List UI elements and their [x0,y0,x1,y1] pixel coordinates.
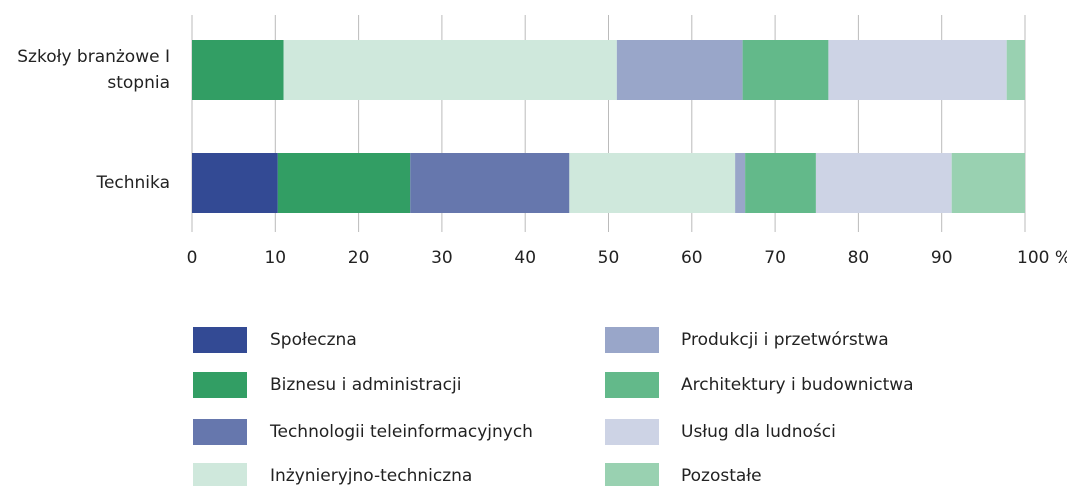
y-tick-label: Szkoły branżowe I stopnia [17,47,170,93]
legend-swatch [193,419,247,445]
legend-swatch [605,463,659,486]
legend-swatch [193,372,247,398]
bar-segment [745,153,816,213]
bar-segment [735,153,746,213]
bar-segment [192,153,278,213]
legend-label: Pozostałe [681,466,762,486]
bar-segment [192,40,284,100]
bar-segment [951,153,1025,213]
bar-segment [283,40,617,100]
legend-swatch [605,419,659,445]
x-tick-label: 30 [431,248,453,268]
x-tick-label: 90 [931,248,953,268]
bar-segment [569,153,736,213]
x-tick-label: 80 [848,248,870,268]
legend-swatch [193,327,247,353]
x-tick-label: 10 [264,248,286,268]
legend-label: Architektury i budownictwa [681,375,914,395]
legend-label: Produkcji i przetwórstwa [681,330,889,350]
x-tick-label: 100 % [1017,248,1067,268]
legend-swatch [605,372,659,398]
legend-label: Biznesu i administracji [270,375,461,395]
bar-segment [815,153,952,213]
bar-segment [828,40,1007,100]
x-tick-label: 60 [681,248,703,268]
y-tick-label: Technika [96,173,170,193]
x-tick-label: 50 [598,248,620,268]
bar-segment [616,40,743,100]
x-tick-label: 20 [348,248,370,268]
x-tick-label: 70 [764,248,786,268]
legend-label: Usług dla ludności [681,422,836,442]
legend-swatch [605,327,659,353]
bar-segment [410,153,570,213]
bar-segment [1006,40,1025,100]
legend-swatch [193,463,247,486]
bar-segment [277,153,411,213]
x-tick-label: 0 [187,248,198,268]
legend-label: Inżynieryjno-techniczna [270,466,472,486]
legend-label: Technologii teleinformacyjnych [269,422,533,442]
bar-segment [742,40,829,100]
x-tick-label: 40 [514,248,536,268]
legend-label: Społeczna [270,330,357,350]
